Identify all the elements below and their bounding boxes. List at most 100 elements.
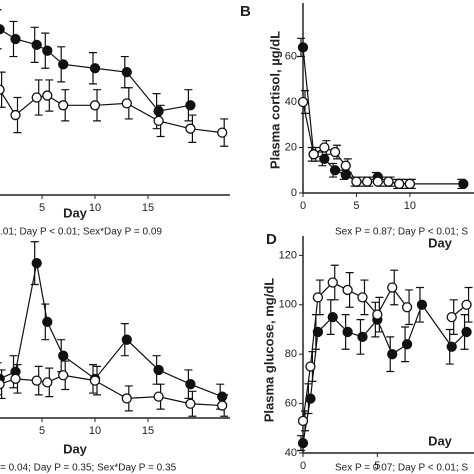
- marker: [185, 379, 196, 390]
- x-tick-label: 0: [300, 460, 306, 472]
- marker: [31, 257, 42, 269]
- series-line: [0, 89, 223, 134]
- stats-caption: Sex P = 0.87; Day P < 0.01; S: [335, 227, 468, 238]
- stats-caption: Sex P = 0.07; Day P < 0.01; S: [335, 463, 468, 474]
- marker: [372, 309, 383, 320]
- marker: [121, 98, 132, 109]
- marker: [394, 178, 405, 190]
- marker: [58, 59, 69, 70]
- y-tick-label: 60: [285, 50, 297, 62]
- stats-caption: .01; Day P < 0.01; Sex*Day P = 0.09: [0, 227, 162, 238]
- marker: [461, 326, 472, 338]
- x-tick-label: 5: [39, 202, 45, 214]
- panel: [0, 9, 230, 199]
- panel-label: D: [266, 231, 277, 248]
- marker: [446, 341, 457, 352]
- marker: [458, 178, 469, 190]
- marker: [342, 326, 353, 338]
- y-tick-label: 60: [285, 397, 297, 409]
- marker: [153, 391, 164, 402]
- marker: [153, 115, 164, 127]
- y-axis-title: Plasma glucose, mg/dL: [261, 278, 276, 423]
- x-tick-label: 10: [89, 425, 101, 437]
- marker: [42, 45, 53, 56]
- marker: [42, 90, 53, 101]
- marker: [340, 169, 351, 180]
- marker: [297, 437, 309, 449]
- y-tick-label: 20: [285, 141, 297, 153]
- marker: [401, 339, 413, 350]
- marker: [58, 370, 69, 381]
- marker: [121, 67, 132, 78]
- series-line: [302, 47, 464, 185]
- x-tick-label: 0: [300, 200, 306, 212]
- y-tick-label: 40: [285, 96, 297, 108]
- x-axis-title: Day: [428, 433, 453, 448]
- marker: [297, 415, 309, 427]
- y-tick-label: 40: [285, 447, 297, 459]
- marker: [387, 349, 398, 360]
- marker: [305, 361, 316, 372]
- marker: [340, 160, 351, 171]
- marker: [217, 127, 228, 138]
- y-tick-label: 0: [291, 187, 297, 199]
- y-tick-label: 120: [279, 249, 297, 261]
- y-tick-label: 100: [279, 299, 297, 311]
- marker: [0, 24, 5, 35]
- panel-label: B: [240, 3, 251, 20]
- marker: [319, 153, 330, 165]
- marker: [446, 311, 457, 323]
- marker: [31, 375, 42, 386]
- marker: [404, 178, 416, 190]
- marker: [217, 391, 228, 402]
- marker: [297, 96, 309, 108]
- marker: [361, 176, 373, 187]
- marker: [327, 311, 338, 323]
- marker: [89, 100, 101, 111]
- y-tick-label: 80: [285, 348, 297, 360]
- x-axis-title: Day: [428, 235, 453, 250]
- marker: [312, 326, 324, 338]
- marker: [42, 316, 53, 328]
- marker: [351, 176, 362, 187]
- marker: [42, 377, 53, 388]
- marker: [0, 84, 5, 95]
- x-tick-label: 15: [142, 202, 154, 214]
- marker: [461, 299, 472, 310]
- marker: [10, 33, 21, 45]
- marker: [89, 375, 101, 386]
- marker: [58, 100, 69, 111]
- marker: [153, 364, 164, 376]
- marker: [31, 39, 42, 50]
- marker: [10, 109, 21, 121]
- error-bar: [0, 362, 2, 396]
- series-line: [302, 101, 410, 185]
- x-tick-label: 10: [89, 202, 101, 214]
- series-line: [0, 263, 223, 398]
- marker: [312, 292, 324, 303]
- marker: [0, 379, 5, 390]
- marker: [89, 63, 101, 74]
- marker: [319, 142, 330, 153]
- marker: [153, 106, 164, 117]
- marker: [308, 149, 319, 160]
- x-tick-label: 5: [39, 425, 45, 437]
- y-axis-title: Plasma cortisol, µg/dL: [267, 31, 282, 169]
- marker: [416, 299, 428, 310]
- marker: [357, 331, 368, 343]
- marker: [305, 393, 316, 404]
- marker: [121, 334, 132, 345]
- marker: [217, 400, 228, 411]
- panel: [297, 3, 474, 197]
- marker: [387, 282, 398, 293]
- marker: [401, 302, 413, 313]
- panel: [0, 241, 230, 422]
- x-tick-label: 5: [374, 460, 380, 472]
- marker: [121, 393, 132, 404]
- marker: [357, 292, 368, 303]
- marker: [329, 165, 341, 176]
- x-axis-title: Day: [63, 205, 88, 220]
- series-line: [302, 281, 467, 421]
- marker: [329, 146, 341, 158]
